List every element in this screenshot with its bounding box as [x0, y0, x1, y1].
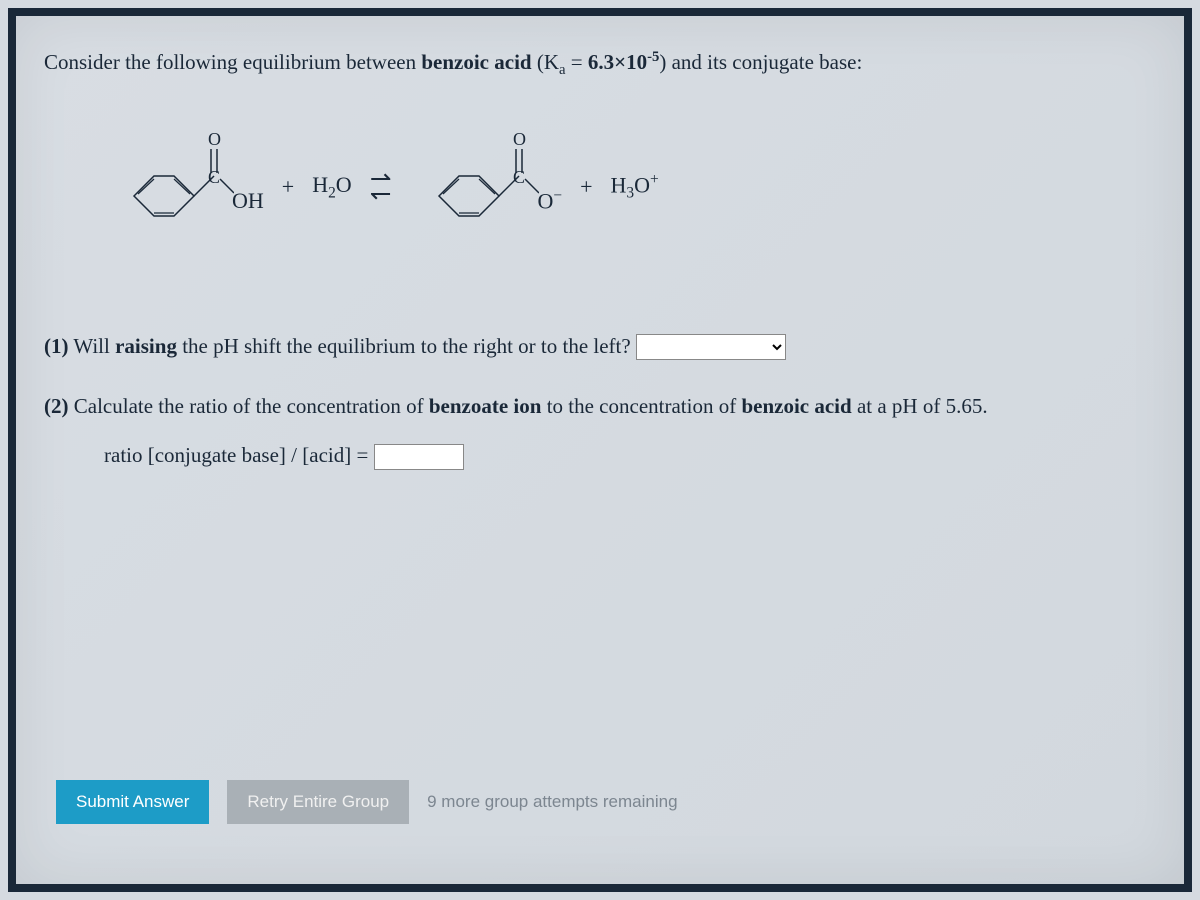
h3o-o: O — [634, 172, 650, 197]
q2-bold2: benzoic acid — [741, 394, 851, 418]
equilibrium-arrows-icon: ⇀ ↽ — [370, 171, 392, 202]
h3o-plus: + — [650, 171, 659, 188]
ka-eq: = — [571, 50, 588, 74]
intro-text: Consider the following equilibrium betwe… — [44, 46, 1156, 81]
q1-bold: raising — [115, 334, 177, 358]
chemical-equation: O C OH + H2O ⇀ ↽ — [104, 121, 1156, 271]
acid-name: benzoic acid — [421, 50, 531, 74]
q1-direction-select[interactable] — [636, 334, 786, 360]
left-oh: OH — [232, 184, 264, 217]
ka-exp: -5 — [647, 49, 659, 65]
question-panel: Consider the following equilibrium betwe… — [16, 16, 1184, 884]
ratio-input[interactable] — [374, 444, 464, 470]
svg-text:O: O — [513, 129, 526, 149]
q2-post: at a pH of 5.65. — [852, 394, 988, 418]
action-row: Submit Answer Retry Entire Group 9 more … — [56, 780, 678, 824]
ratio-row: ratio [conjugate base] / [acid] = — [104, 440, 1156, 472]
q1-pre: Will — [69, 334, 116, 358]
right-o: O — [537, 188, 553, 213]
right-o-minus: O− — [537, 184, 562, 217]
q2-number: (2) — [44, 394, 69, 418]
hydronium-formula: H3O+ — [610, 168, 658, 205]
svg-text:O: O — [208, 129, 221, 149]
benzoate-structure: O C O− — [409, 121, 562, 271]
q2-bold1: benzoate ion — [429, 394, 542, 418]
water-2: 2 — [328, 184, 336, 201]
question-1: (1) Will raising the pH shift the equili… — [44, 331, 1156, 363]
question-2: (2) Calculate the ratio of the concentra… — [44, 391, 1156, 472]
app-frame: Consider the following equilibrium betwe… — [8, 8, 1192, 892]
h3o-h: H — [610, 172, 626, 197]
retry-button[interactable]: Retry Entire Group — [227, 780, 409, 824]
q2-pre: Calculate the ratio of the concentration… — [69, 394, 429, 418]
benzoate-icon: O C — [409, 121, 539, 271]
right-minus: − — [553, 187, 562, 204]
q2-mid: to the concentration of — [541, 394, 741, 418]
svg-text:C: C — [208, 167, 220, 187]
water-h: H — [312, 172, 328, 197]
ka-value: 6.3×10 — [588, 50, 647, 74]
plus-2: + — [580, 170, 592, 203]
attempts-remaining: 9 more group attempts remaining — [427, 789, 677, 815]
ratio-label: ratio [conjugate base] / [acid] = — [104, 443, 368, 467]
q1-post: the pH shift the equilibrium to the righ… — [177, 334, 636, 358]
ka-sub: a — [559, 62, 566, 78]
intro-suffix: ) and its conjugate base: — [659, 50, 862, 74]
svg-text:C: C — [513, 167, 525, 187]
arrow-left: ↽ — [370, 186, 392, 202]
benzoic-acid-icon: O C — [104, 121, 234, 271]
water-o: O — [336, 172, 352, 197]
ka-open: ( — [537, 50, 544, 74]
ka-label: K — [544, 50, 559, 74]
h3o-3: 3 — [626, 185, 634, 202]
benzoic-acid-structure: O C OH — [104, 121, 264, 271]
q1-number: (1) — [44, 334, 69, 358]
plus-1: + — [282, 170, 294, 203]
water-formula: H2O — [312, 168, 351, 205]
intro-prefix: Consider the following equilibrium betwe… — [44, 50, 421, 74]
submit-button[interactable]: Submit Answer — [56, 780, 209, 824]
